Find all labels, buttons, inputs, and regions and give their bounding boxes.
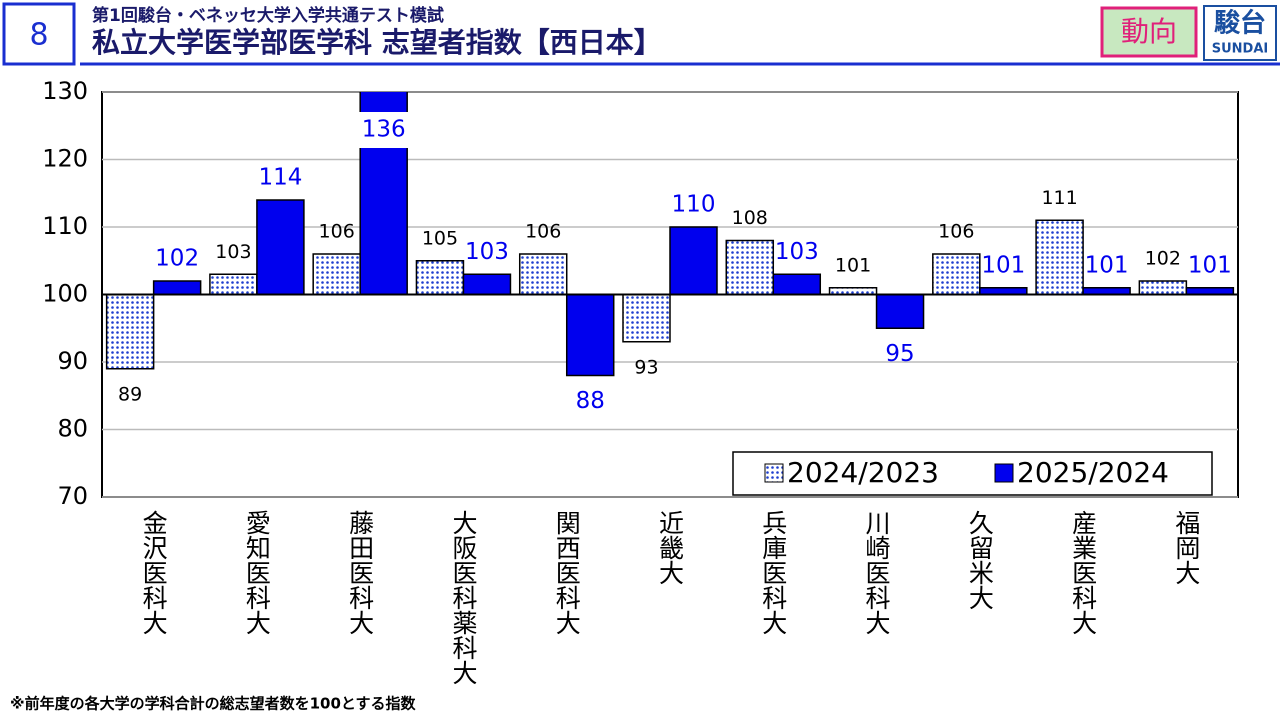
bar xyxy=(359,92,408,296)
data-label: 101 xyxy=(1085,252,1129,278)
y-tick-label: 120 xyxy=(42,145,88,173)
data-label: 106 xyxy=(938,221,974,243)
data-label: 136 xyxy=(362,117,406,143)
legend-label: 2024/2023 xyxy=(787,456,939,489)
bar xyxy=(415,260,465,296)
data-label: 111 xyxy=(1041,187,1077,209)
x-tick-label: 愛知医科大 xyxy=(242,510,271,635)
logo-sub: SUNDAI xyxy=(1212,42,1269,57)
plot: 70 80 90 100 110 120 130 89 103 106 105 106 93 108 101… xyxy=(42,77,1239,685)
bar xyxy=(1035,219,1084,296)
bar xyxy=(828,287,878,296)
bar xyxy=(932,253,981,296)
data-label: 106 xyxy=(525,221,561,243)
data-label: 103 xyxy=(215,241,251,263)
data-label: 105 xyxy=(422,227,458,249)
slide-number: 8 xyxy=(29,18,48,53)
data-label: 88 xyxy=(576,388,605,414)
data-label: 101 xyxy=(835,254,871,276)
data-label: 110 xyxy=(672,192,716,218)
bar xyxy=(565,293,615,377)
y-tick-label: 130 xyxy=(42,77,88,105)
data-label: 101 xyxy=(981,252,1025,278)
x-tick-label: 久留米大 xyxy=(965,510,994,610)
chart-title: 私立大学医学部医学科 志望者指数【西日本】 xyxy=(92,26,662,59)
y-tick-label: 90 xyxy=(57,347,88,375)
data-label: 108 xyxy=(732,207,768,229)
bar xyxy=(312,253,361,296)
subtitle: 第1回駿台・ベネッセ大学入学共通テスト模試 xyxy=(92,5,444,26)
legend-swatch xyxy=(994,463,1014,483)
x-tick-label: 金沢医科大 xyxy=(139,510,168,635)
tag-box xyxy=(1100,6,1198,58)
slide-number-box xyxy=(2,2,76,66)
legend-swatch xyxy=(764,463,784,483)
tag: 動向 xyxy=(1121,15,1177,48)
x-tick-label: 藤田医科大 xyxy=(346,510,375,635)
x-tick-label: 福岡大 xyxy=(1172,510,1201,585)
bar xyxy=(669,226,718,296)
bar xyxy=(518,253,568,296)
y-tick-label: 100 xyxy=(42,280,88,308)
x-tick-label: 産業医科大 xyxy=(1069,510,1098,635)
bar xyxy=(256,199,305,296)
bar xyxy=(622,293,671,343)
data-label: 106 xyxy=(319,221,355,243)
data-label: 103 xyxy=(775,239,819,265)
x-tick-label: 川崎医科大 xyxy=(862,510,891,635)
bar xyxy=(875,293,925,329)
data-label: 102 xyxy=(1145,248,1181,270)
footnote: ※前年度の各大学の学科合計の総志望者数を100とする指数 xyxy=(10,695,416,713)
logo: 駿台 xyxy=(1214,8,1266,39)
axis-break xyxy=(358,112,410,148)
bar xyxy=(1185,287,1235,296)
data-label: 114 xyxy=(258,165,302,191)
logo-box xyxy=(1203,5,1277,61)
data-label: 103 xyxy=(465,239,509,265)
data-label: 102 xyxy=(155,246,199,272)
legend-label: 2025/2024 xyxy=(1017,456,1169,489)
y-tick-label: 110 xyxy=(42,212,88,240)
x-tick-label: 近畿大 xyxy=(656,510,685,585)
bar xyxy=(1082,287,1131,296)
data-label: 93 xyxy=(634,356,658,378)
data-label: 95 xyxy=(885,341,914,367)
bar xyxy=(725,239,775,296)
data-label: 89 xyxy=(118,383,142,405)
data-label: 101 xyxy=(1188,252,1232,278)
legend-box xyxy=(732,451,1213,496)
bar xyxy=(152,280,202,296)
bars xyxy=(105,92,1235,377)
bar xyxy=(772,273,822,296)
bar xyxy=(462,273,512,296)
bar xyxy=(1138,280,1188,296)
x-tick-label: 大阪医科薬科大 xyxy=(449,510,478,685)
bar xyxy=(105,293,155,370)
x-tick-label: 兵庫医科大 xyxy=(759,510,788,635)
y-tick-label: 70 xyxy=(57,482,88,510)
x-tick-label: 関西医科大 xyxy=(552,510,581,635)
bar xyxy=(209,273,258,296)
bar xyxy=(979,287,1028,296)
y-tick-label: 80 xyxy=(57,415,88,443)
